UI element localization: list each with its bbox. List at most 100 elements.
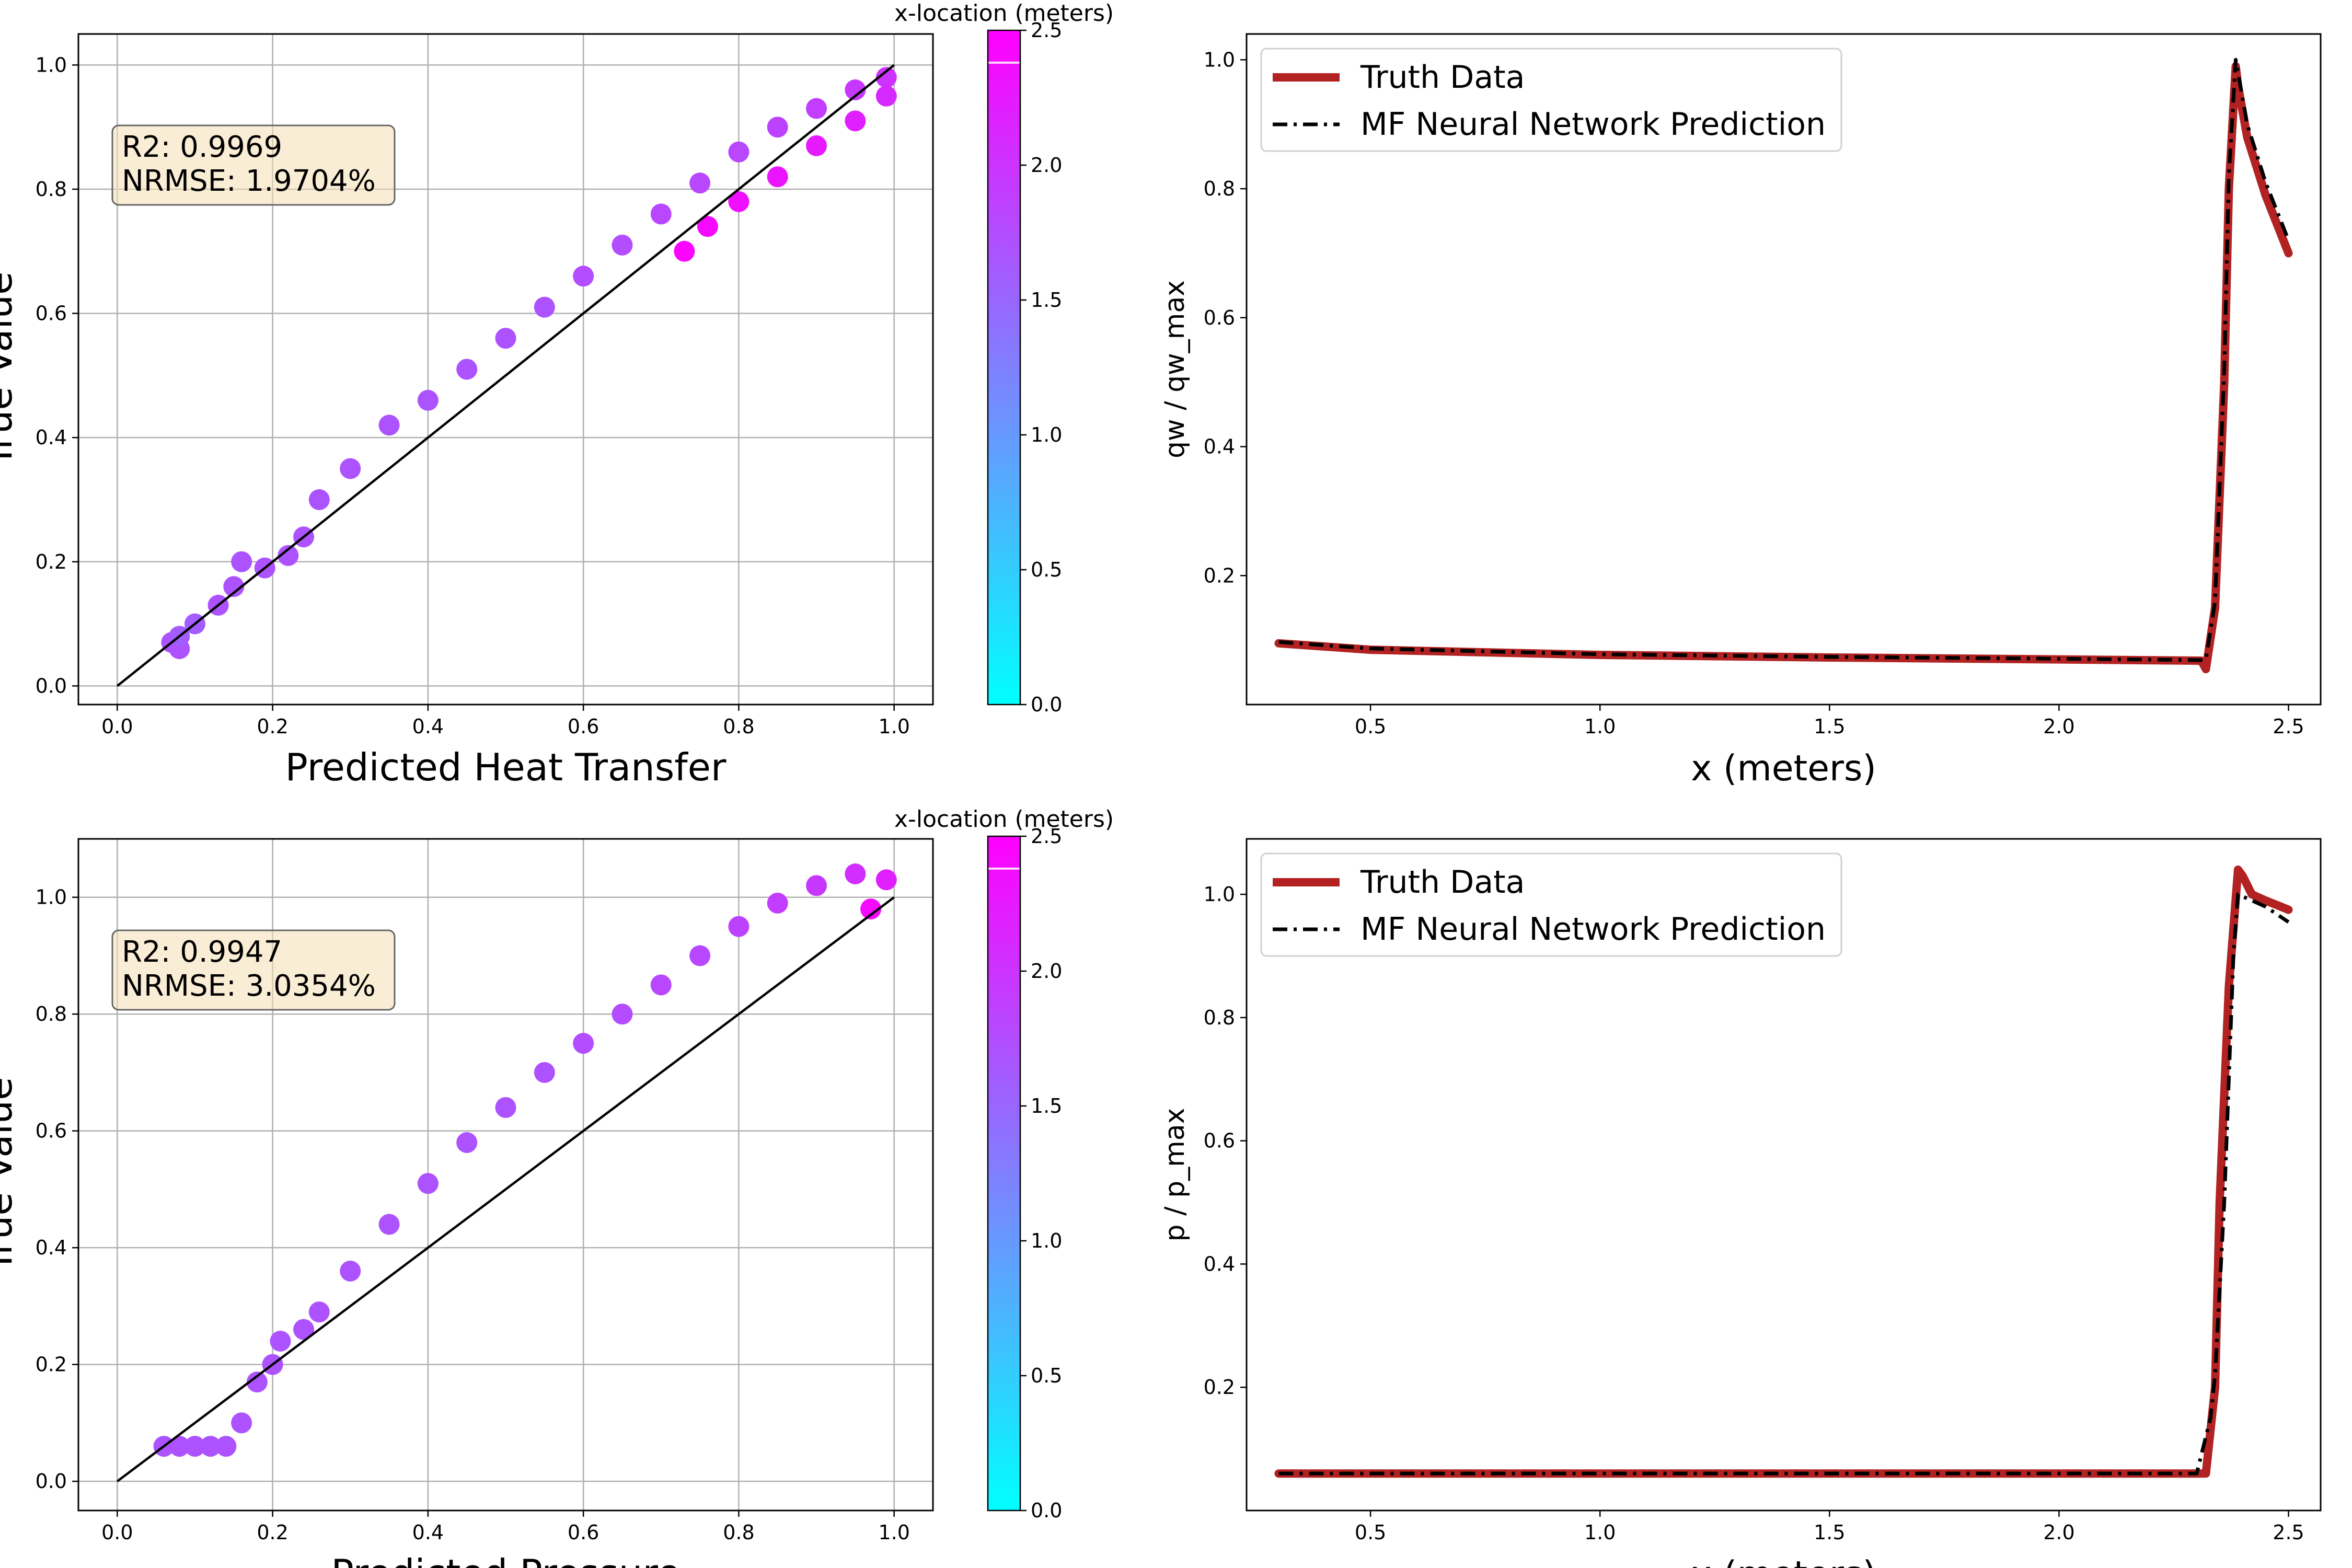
x-tick-label: 0.6	[568, 715, 599, 738]
y-axis-label: p / p_max	[1159, 1108, 1191, 1242]
x-tick-label: 2.0	[2043, 1521, 2074, 1544]
scatter-point	[767, 892, 788, 914]
scatter-point	[308, 1301, 330, 1323]
y-tick-label: 1.0	[36, 53, 67, 76]
x-tick-label: 0.6	[568, 1521, 599, 1544]
x-tick-label: 0.5	[1355, 715, 1386, 738]
scatter-point	[378, 1214, 400, 1235]
x-tick-label: 0.5	[1355, 1521, 1386, 1544]
plot-area	[1274, 57, 2293, 674]
x-axis-label: x (meters)	[1691, 1554, 1876, 1568]
colorbar-tick-label: 0.5	[1031, 558, 1062, 581]
x-tick-label: 0.2	[257, 715, 288, 738]
y-axis-label: True Value	[0, 1077, 20, 1273]
y-tick-label: 0.2	[1204, 564, 1235, 587]
axes-frame	[77, 33, 934, 706]
stats-box	[111, 124, 396, 206]
x-axis-label: Predicted Heat Transfer	[285, 745, 726, 789]
scatter-point	[534, 296, 555, 318]
x-tick-label: 1.5	[1814, 1521, 1845, 1544]
scatter-point	[875, 869, 897, 891]
scatter-point	[875, 85, 897, 107]
chart-panel-1: 0.0 0.2 0.4 0.6 0.8 1.0 0.0 0.2 0.4 0.6 0.8 1.0 Pred…	[0, 0, 1114, 789]
colorbar-tick-label: 2.5	[1031, 825, 1062, 848]
x-tick-label: 0.4	[412, 715, 444, 738]
scatter-point	[674, 240, 695, 262]
scatter-point	[278, 545, 299, 566]
y-tick-label: 0.8	[36, 1002, 67, 1025]
legend-label: MF Neural Network Prediction	[1361, 106, 1826, 143]
scatter-point	[456, 359, 478, 380]
y-axis-label: True Value	[0, 272, 20, 468]
stats-box	[111, 929, 396, 1011]
plot-area	[1274, 865, 2293, 1478]
truth-line	[1274, 62, 2293, 674]
x-tick-label: 1.0	[1584, 1521, 1616, 1544]
legend-label: Truth Data	[1360, 864, 1525, 901]
y-tick-label: 0.6	[36, 302, 67, 325]
y-tick-label: 0.4	[1204, 435, 1235, 458]
x-tick-label: 0.0	[101, 1521, 133, 1544]
scatter-point	[767, 117, 788, 138]
y-tick-label: 0.8	[1204, 177, 1235, 200]
colorbar-tick-label: 1.0	[1031, 423, 1062, 446]
x-axis-label: x (meters)	[1691, 748, 1876, 789]
y-tick-label: 0.4	[1204, 1252, 1235, 1275]
y-tick-label: 0.2	[36, 1353, 67, 1376]
y-tick-label: 1.0	[1204, 883, 1235, 906]
y-tick-label: 0.6	[1204, 306, 1235, 329]
scatter-point	[845, 110, 866, 132]
scatter-point	[184, 1436, 205, 1457]
scatter-point	[534, 1062, 555, 1083]
scatter-point	[200, 1436, 221, 1457]
x-tick-label: 1.0	[878, 1521, 909, 1544]
scatter-point	[246, 1371, 268, 1393]
scatter-point	[456, 1132, 478, 1154]
y-tick-label: 1.0	[1204, 48, 1235, 71]
scatter-point	[223, 576, 245, 597]
colorbar-label: x-location (meters)	[894, 806, 1114, 833]
x-tick-label: 2.5	[2273, 715, 2304, 738]
scatter-point	[215, 1436, 237, 1457]
scatter-point	[728, 141, 750, 163]
stats-text: NRMSE: 3.0354%	[122, 969, 376, 1003]
colorbar-tick-label: 0.0	[1031, 693, 1062, 716]
scatter-point	[231, 1412, 252, 1434]
colorbar-tick-label: 2.0	[1031, 154, 1062, 177]
scatter-point	[875, 67, 897, 88]
colorbar	[988, 30, 1020, 705]
scatter-point	[806, 98, 827, 119]
x-tick-label: 2.0	[2043, 715, 2074, 738]
scatter-point	[573, 1033, 594, 1054]
scatter-point	[650, 974, 672, 996]
axes-frame	[77, 838, 934, 1512]
y-tick-label: 0.2	[1204, 1376, 1235, 1399]
plot-area	[116, 863, 897, 1482]
scatter-point	[845, 79, 866, 100]
axes-frame	[1246, 33, 2322, 706]
plot-area	[116, 64, 897, 687]
identity-line	[116, 64, 895, 687]
scatter-point	[378, 414, 400, 436]
prediction-line	[1278, 57, 2290, 662]
axes-frame	[1246, 838, 2322, 1512]
colorbar-tick-label: 1.0	[1031, 1229, 1062, 1252]
colorbar-tick-label: 0.5	[1031, 1364, 1062, 1387]
colorbar-tick-label: 0.0	[1031, 1499, 1062, 1522]
x-tick-label: 1.0	[878, 715, 909, 738]
y-tick-label: 0.4	[36, 1236, 67, 1259]
colorbar-tick-label: 2.0	[1031, 960, 1062, 983]
x-axis-label: Predicted Pressure	[331, 1551, 680, 1568]
scatter-point	[728, 191, 750, 212]
identity-line	[116, 896, 895, 1482]
scatter-point	[270, 1330, 291, 1352]
scatter-point	[573, 266, 594, 287]
y-tick-label: 0.0	[36, 1470, 67, 1493]
scatter-point	[612, 1004, 633, 1025]
stats-text: R2: 0.9969	[122, 130, 282, 164]
y-tick-label: 0.8	[36, 178, 67, 201]
colorbar-label: x-location (meters)	[894, 0, 1114, 27]
y-tick-label: 0.2	[36, 550, 67, 573]
legend-box	[1260, 852, 1842, 957]
